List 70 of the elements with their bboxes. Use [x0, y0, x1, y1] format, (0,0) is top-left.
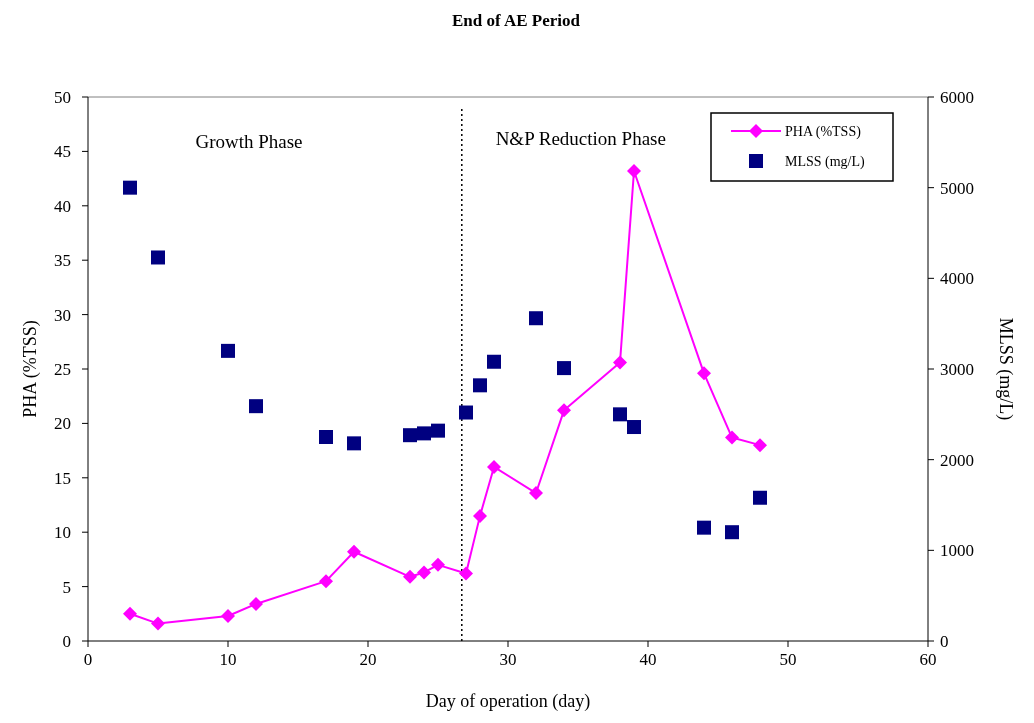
- point: [151, 616, 165, 631]
- point: [221, 608, 235, 623]
- x-tick-label: 30: [499, 650, 517, 669]
- point: [753, 490, 767, 505]
- point: [249, 399, 263, 414]
- point: [753, 438, 767, 453]
- point: [697, 520, 711, 535]
- y-tick-label: 50: [54, 88, 71, 107]
- point: [725, 525, 739, 540]
- point: [627, 163, 641, 178]
- point: [487, 354, 501, 369]
- y-tick-label: 30: [54, 305, 71, 325]
- point: [529, 486, 543, 501]
- point: [613, 407, 627, 422]
- point: [557, 361, 571, 376]
- y2-tick-label: 2000: [940, 450, 974, 470]
- x-tick-label: 10: [219, 650, 237, 669]
- point: [431, 423, 445, 438]
- y2-tick-label: 1000: [940, 541, 974, 561]
- point: [529, 311, 543, 326]
- legend-label: PHA (%TSS): [785, 124, 862, 140]
- point: [249, 597, 263, 612]
- point: [319, 430, 333, 444]
- point: [123, 606, 137, 621]
- y-tick-label: 35: [54, 251, 71, 271]
- point: [557, 403, 571, 418]
- y-tick-label: 40: [54, 196, 71, 216]
- point: [473, 378, 487, 393]
- point: [697, 366, 711, 381]
- point: [417, 565, 431, 580]
- x-tick-label: 40: [639, 650, 657, 669]
- x-tick-label: 50: [779, 650, 797, 669]
- y-axis-title: PHA (%TSS): [20, 320, 41, 418]
- y2-axis-title: MLSS (mg/L): [995, 317, 1016, 421]
- y2-tick-label: 0: [940, 632, 949, 651]
- annotation: Growth Phase: [195, 131, 303, 152]
- point: [459, 405, 473, 420]
- point: [319, 574, 333, 589]
- y-tick-label: 45: [54, 142, 71, 162]
- point: [725, 430, 739, 445]
- y-tick-label: 20: [54, 414, 71, 434]
- point: [613, 355, 627, 370]
- annotation: N&P Reduction Phase: [495, 128, 666, 149]
- point: [627, 420, 641, 435]
- point: [459, 566, 473, 581]
- y-tick-label: 0: [62, 632, 71, 651]
- x-tick-label: 20: [359, 650, 377, 669]
- y-tick-label: 25: [54, 360, 71, 379]
- y-tick-label: 10: [54, 523, 71, 543]
- y2-tick-label: 6000: [940, 88, 974, 107]
- point: [151, 250, 165, 265]
- y-tick-label: 5: [62, 577, 71, 597]
- point: [403, 428, 417, 443]
- point: [347, 544, 361, 559]
- x-tick-label: 0: [83, 650, 93, 669]
- chart-title: End of AE Period: [452, 11, 581, 30]
- point: [487, 459, 501, 474]
- x-tick-label: 60: [919, 650, 937, 669]
- legend-label: MLSS (mg/L): [785, 154, 866, 170]
- point: [473, 508, 487, 523]
- x-axis-title: Day of operation (day): [425, 691, 591, 712]
- point: [431, 557, 445, 572]
- point: [123, 180, 137, 195]
- y2-tick-label: 4000: [940, 269, 974, 289]
- point: [347, 436, 361, 451]
- point: [221, 343, 235, 358]
- y2-tick-label: 5000: [940, 178, 974, 198]
- point: [403, 569, 417, 584]
- y-tick-label: 15: [54, 468, 71, 488]
- y2-tick-label: 3000: [940, 360, 974, 379]
